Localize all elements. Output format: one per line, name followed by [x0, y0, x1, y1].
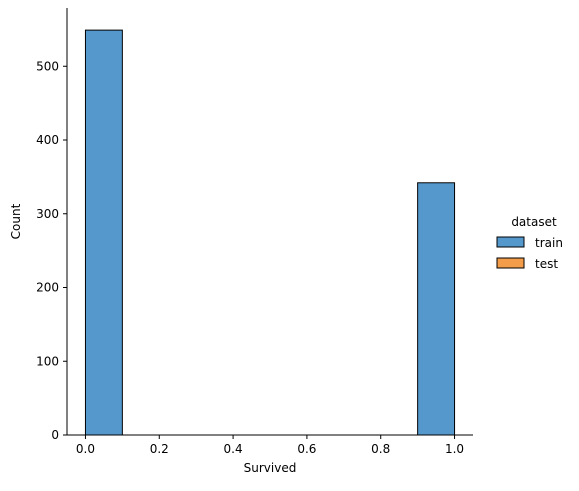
x-tick-label: 0.0 — [76, 442, 95, 456]
x-axis-label: Survived — [244, 461, 297, 475]
y-tick-label: 400 — [36, 133, 59, 147]
x-tick-label: 0.6 — [297, 442, 316, 456]
legend-label-train: train — [535, 236, 563, 250]
bars-layer — [84, 29, 456, 436]
y-tick-label: 100 — [36, 354, 59, 368]
bar-train-0 — [84, 29, 123, 436]
y-tick-label: 200 — [36, 281, 59, 295]
legend-swatch-test — [496, 257, 525, 269]
legend-items: train test — [496, 236, 563, 271]
legend-label-test: test — [535, 257, 558, 271]
bar-train-9 — [417, 182, 456, 436]
y-axis-label: Count — [9, 203, 23, 239]
legend-title: dataset — [511, 215, 557, 229]
x-tick-label: 0.8 — [371, 442, 390, 456]
legend-swatch-train — [496, 236, 525, 248]
y-tick-label: 500 — [36, 59, 59, 73]
y-ticks: 0 100 200 300 400 500 — [36, 59, 67, 442]
x-ticks: 0.0 0.2 0.4 0.6 0.8 1.0 — [76, 435, 464, 456]
y-tick-label: 0 — [51, 428, 59, 442]
legend: dataset train test — [496, 215, 563, 271]
x-tick-label: 0.2 — [150, 442, 169, 456]
x-tick-label: 0.4 — [224, 442, 243, 456]
axes-layer — [66, 8, 473, 436]
x-tick-label: 1.0 — [445, 442, 464, 456]
y-tick-label: 300 — [36, 207, 59, 221]
